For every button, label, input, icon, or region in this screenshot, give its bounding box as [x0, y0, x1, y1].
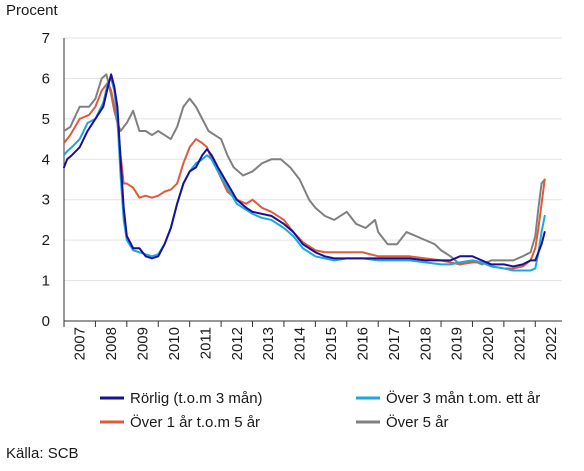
- legend-label: Över 3 mån t.om. ett år: [386, 389, 540, 407]
- x-tick-labels: 2007 2008 2009 2010 2011 2012 2013 2014 2015 2016…: [63, 321, 560, 360]
- x-tick-label: 2016: [354, 327, 371, 360]
- y-tick-label: 6: [42, 70, 50, 87]
- x-tick-label: 2012: [229, 327, 246, 360]
- y-tick-label: 7: [42, 30, 50, 47]
- series-line-3: [63, 73, 546, 266]
- y-tick-label: 4: [42, 151, 50, 168]
- series-line-0: [63, 73, 546, 268]
- legend-label: Rörlig (t.o.m 3 mån): [130, 390, 263, 407]
- x-tick-label: 2018: [417, 327, 434, 360]
- series-line-1: [63, 77, 546, 272]
- y-tick-labels: 0 1 2 3 4 5 6 7: [42, 30, 50, 330]
- legend-label: Över 5 år: [386, 413, 449, 431]
- x-tick-label: 2021: [512, 327, 529, 360]
- source-note: Källa: SCB: [6, 445, 79, 462]
- series-lines: [63, 73, 546, 272]
- x-tick-label: 2019: [449, 327, 466, 360]
- x-tick-label: 2011: [197, 327, 214, 359]
- x-tick-label: 2022: [543, 327, 560, 360]
- y-tick-label: 2: [42, 232, 50, 249]
- x-tick-label: 2009: [135, 327, 152, 360]
- x-tick-label: 2015: [323, 327, 340, 360]
- y-tick-label: 0: [42, 313, 50, 330]
- legend: Rörlig (t.o.m 3 mån) Över 3 mån t.om. ett…: [100, 389, 540, 431]
- x-tick-label: 2020: [480, 327, 497, 360]
- x-tick-label: 2007: [72, 327, 89, 360]
- grid-lines: [63, 37, 562, 322]
- x-tick-label: 2014: [292, 327, 309, 360]
- y-tick-label: 3: [42, 192, 50, 209]
- legend-label: Över 1 år t.o.m 5 år: [130, 413, 260, 431]
- y-tick-label: 1: [42, 273, 50, 290]
- x-tick-label: 2013: [260, 327, 277, 360]
- y-axis-label: Procent: [6, 2, 58, 19]
- y-tick-label: 5: [42, 111, 50, 128]
- x-tick-label: 2008: [103, 327, 120, 360]
- x-tick-label: 2010: [166, 327, 183, 360]
- x-tick-label: 2017: [386, 327, 403, 360]
